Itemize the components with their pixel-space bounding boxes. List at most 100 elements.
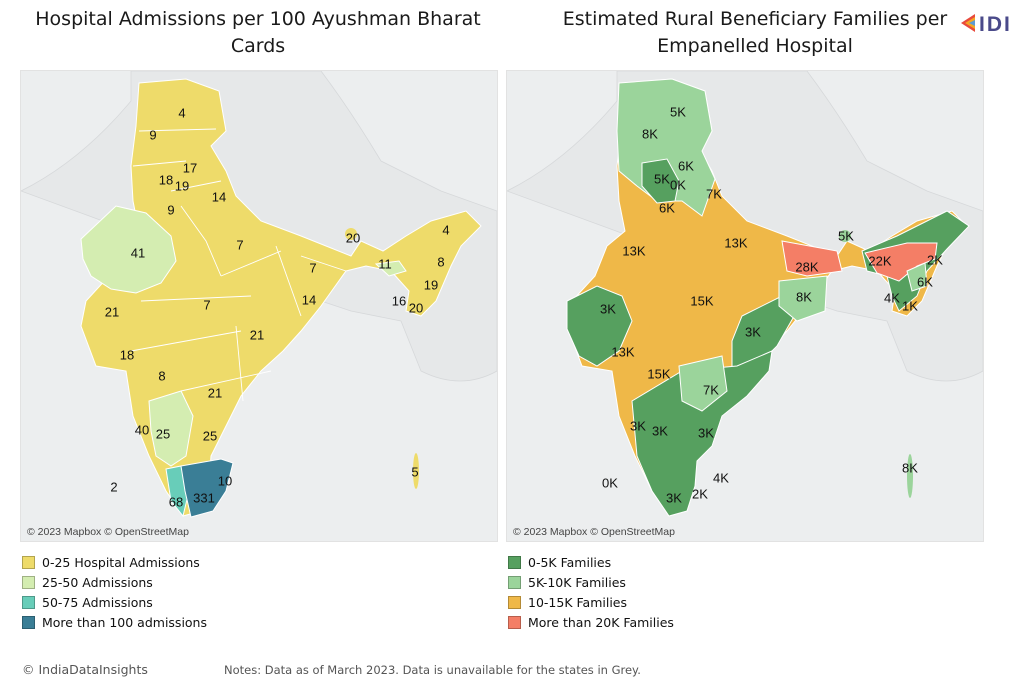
families-label: 6K [917,274,933,289]
families-label: 4K [884,290,900,305]
admission-label: 18 [120,347,134,362]
admission-label: 7 [236,237,243,252]
admission-label: 14 [212,189,226,204]
admission-label: 331 [193,490,215,505]
left-map-title: Hospital Admissions per 100 Ayushman Bha… [35,8,481,57]
legend-label: 50-75 Admissions [42,594,153,610]
admission-label: 11 [378,256,392,271]
tripura-region [374,260,407,277]
families-label: 22K [868,253,891,268]
admission-label: 21 [105,304,119,319]
legend-swatch [22,615,35,629]
footer-credit: © IndiaDataInsights [22,662,148,677]
map-attribution[interactable]: © 2023 Mapbox © OpenStreetMap [513,526,675,538]
admission-label: 7 [309,260,316,275]
punjab-region [641,158,680,204]
right-map-title: Estimated Rural Beneficiary Families per… [562,8,948,57]
legend-label: 25-50 Admissions [42,574,153,590]
legend-item[interactable]: 25-50 Admissions [22,572,207,592]
admission-label: 7 [203,297,210,312]
admission-label: 8 [158,368,165,383]
admission-label: 5 [411,464,418,479]
families-label: 15K [647,366,670,381]
families-label: 1K [902,298,918,313]
assam-region [864,242,938,282]
legend-swatch [22,555,35,569]
families-label: 7K [703,382,719,397]
families-label: 3K [745,324,761,339]
karnataka-region [148,390,194,467]
admission-label: 4 [178,105,185,120]
footer-note: Notes: Data as of March 2023. Data is un… [224,663,641,677]
admission-label: 21 [250,327,264,342]
admission-label: 41 [131,245,145,260]
admission-label: 40 [135,422,149,437]
legend-item[interactable]: 10-15K Families [508,592,674,612]
families-label: 5K [670,104,686,119]
families-label: 13K [622,243,645,258]
legend-swatch [22,595,35,609]
legend-item[interactable]: 50-75 Admissions [22,592,207,612]
families-label: 3K [698,425,714,440]
admission-label: 20 [346,230,360,245]
families-label: 15K [690,293,713,308]
families-label: 0K [602,475,618,490]
families-map[interactable]: 5K 8K 6K 5K 0K 7K 6K 5K 13K 13K 28K 22K … [506,70,984,542]
families-label: 13K [724,235,747,250]
legend-swatch [508,615,521,629]
rajasthan-region [80,205,177,294]
families-label: 3K [630,418,646,433]
admissions-labels: 4 9 17 18 19 14 9 41 7 20 4 11 8 7 14 19… [105,105,450,509]
families-label: 2K [692,486,708,501]
legend-label: 5K-10K Families [528,574,626,590]
admission-label: 19 [175,178,189,193]
legend-item[interactable]: More than 100 admissions [22,612,207,632]
admission-label: 8 [437,254,444,269]
families-label: 0K [670,177,686,192]
families-label: 7K [706,186,722,201]
admission-label: 17 [183,160,197,175]
legend-item[interactable]: 0-5K Families [508,552,674,572]
admission-label: 68 [169,494,183,509]
admission-label: 10 [218,473,232,488]
families-label: 3K [600,301,616,316]
admission-label: 25 [156,426,170,441]
families-label: 8K [902,460,918,475]
admissions-map[interactable]: 4 9 17 18 19 14 9 41 7 20 4 11 8 7 14 19… [20,70,498,542]
families-label: 3K [666,490,682,505]
admission-label: 4 [442,222,449,237]
families-label: 13K [611,344,634,359]
families-label: 6K [678,158,694,173]
families-label: 8K [642,126,658,141]
admission-label: 16 [392,293,406,308]
admission-label: 19 [424,277,438,292]
admission-label: 2 [110,479,117,494]
legend-swatch [22,575,35,589]
legend-item[interactable]: More than 20K Families [508,612,674,632]
legend-swatch [508,595,521,609]
admission-label: 9 [149,127,156,142]
admission-label: 18 [159,172,173,187]
admissions-legend: 0-25 Hospital Admissions 25-50 Admission… [22,552,207,632]
admission-label: 21 [208,385,222,400]
legend-label: More than 20K Families [528,614,674,630]
legend-item[interactable]: 0-25 Hospital Admissions [22,552,207,572]
admission-label: 9 [167,202,174,217]
legend-swatch [508,555,521,569]
idi-logo: IDI [957,10,1017,36]
families-label: 5K [838,228,854,243]
legend-label: 0-25 Hospital Admissions [42,554,200,570]
svg-text:IDI: IDI [979,13,1012,36]
legend-item[interactable]: 5K-10K Families [508,572,674,592]
families-labels: 5K 8K 6K 5K 0K 7K 6K 5K 13K 13K 28K 22K … [600,104,943,505]
legend-label: 0-5K Families [528,554,612,570]
families-label: 2K [927,252,943,267]
bihar-region [781,240,843,277]
manipur-region [906,262,928,292]
families-label: 6K [659,200,675,215]
map-attribution[interactable]: © 2023 Mapbox © OpenStreetMap [27,526,189,538]
gujarat-region [566,285,633,367]
admission-label: 14 [302,292,316,307]
families-label: 3K [652,423,668,438]
families-label: 28K [795,259,818,274]
